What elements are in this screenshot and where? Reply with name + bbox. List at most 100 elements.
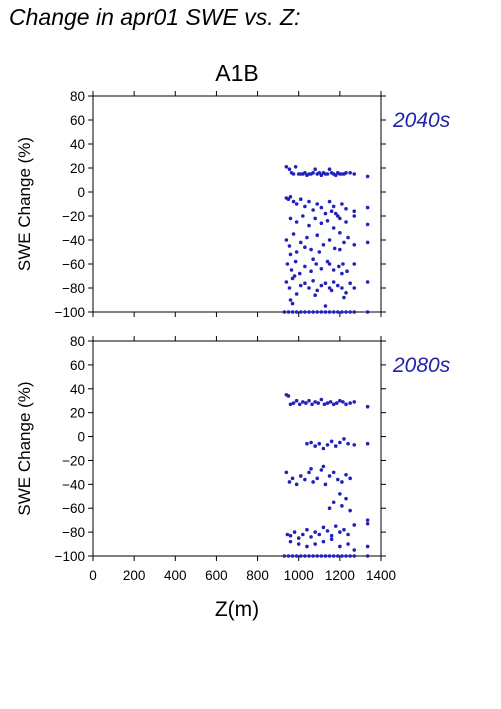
data-point bbox=[294, 482, 299, 487]
y-axis-label: SWE Change (%) bbox=[15, 381, 34, 515]
data-point bbox=[288, 216, 293, 221]
data-point bbox=[286, 394, 291, 398]
data-point bbox=[307, 554, 311, 558]
data-point bbox=[340, 504, 344, 508]
data-point bbox=[331, 500, 336, 505]
data-point bbox=[321, 464, 326, 469]
data-point bbox=[329, 209, 334, 213]
y-tick-label: −100 bbox=[55, 305, 85, 320]
data-point bbox=[348, 554, 352, 558]
data-point bbox=[334, 401, 339, 405]
data-point bbox=[327, 506, 332, 511]
data-point bbox=[340, 554, 344, 558]
data-point bbox=[284, 280, 289, 284]
data-point bbox=[285, 532, 290, 537]
data-point bbox=[327, 474, 332, 478]
data-point bbox=[365, 441, 370, 446]
data-point bbox=[365, 240, 370, 245]
data-point bbox=[311, 257, 315, 262]
y-tick-label: 20 bbox=[70, 161, 85, 176]
data-point bbox=[307, 470, 311, 475]
data-point bbox=[309, 269, 313, 274]
data-point bbox=[333, 524, 338, 528]
y-tick-label: 60 bbox=[70, 113, 85, 128]
data-point bbox=[323, 211, 328, 216]
data-point bbox=[331, 280, 336, 284]
data-point bbox=[317, 250, 322, 254]
data-point bbox=[336, 283, 340, 288]
data-point bbox=[313, 530, 317, 534]
data-point bbox=[282, 310, 287, 314]
data-point bbox=[365, 554, 370, 558]
data-point bbox=[329, 537, 334, 542]
data-point bbox=[287, 167, 292, 171]
panel-2040s: −100 −80 −60 −40 −20 0 20 40 60 80 SWE Change (%) A… bbox=[15, 60, 451, 320]
data-point bbox=[325, 172, 330, 176]
data-point bbox=[327, 286, 332, 290]
data-point bbox=[303, 554, 307, 558]
data-point bbox=[294, 220, 299, 224]
data-point bbox=[348, 281, 352, 286]
data-point bbox=[293, 259, 298, 264]
plot-frame bbox=[92, 95, 382, 313]
data-point bbox=[303, 204, 307, 209]
data-point bbox=[328, 400, 333, 404]
data-point bbox=[305, 527, 309, 532]
data-point bbox=[340, 310, 344, 314]
data-point bbox=[303, 171, 307, 175]
data-point bbox=[338, 530, 342, 534]
data-point bbox=[319, 221, 324, 225]
chart-title: A1B bbox=[215, 60, 258, 86]
data-point bbox=[291, 172, 296, 176]
data-point bbox=[336, 214, 340, 218]
data-point bbox=[288, 533, 293, 538]
data-point bbox=[294, 310, 299, 314]
data-point bbox=[338, 247, 342, 252]
data-point bbox=[305, 544, 309, 549]
data-point bbox=[315, 202, 320, 206]
data-point bbox=[345, 269, 349, 274]
data-point bbox=[298, 197, 303, 201]
data-point bbox=[309, 535, 313, 539]
data-point bbox=[325, 259, 330, 264]
data-point bbox=[352, 548, 357, 552]
data-point bbox=[338, 440, 342, 445]
data-point bbox=[317, 532, 322, 537]
data-point bbox=[282, 554, 287, 558]
data-point bbox=[301, 400, 305, 404]
data-point bbox=[365, 404, 370, 409]
data-point bbox=[311, 171, 315, 175]
data-point bbox=[290, 301, 295, 306]
y-tick-label: 60 bbox=[70, 358, 85, 373]
data-point bbox=[352, 209, 357, 213]
data-point bbox=[342, 240, 346, 245]
data-point bbox=[323, 310, 328, 314]
data-point bbox=[294, 554, 299, 558]
data-point bbox=[287, 480, 292, 484]
data-point bbox=[325, 401, 330, 405]
data-point bbox=[319, 205, 324, 210]
x-tick-label: 400 bbox=[164, 568, 187, 583]
y-tick-label: 80 bbox=[70, 334, 85, 349]
data-point bbox=[352, 523, 357, 527]
data-point bbox=[322, 402, 327, 407]
data-point bbox=[297, 271, 302, 276]
data-point bbox=[344, 554, 348, 558]
data-point bbox=[313, 216, 317, 221]
data-point bbox=[307, 286, 311, 290]
data-point bbox=[365, 222, 370, 227]
data-point bbox=[310, 402, 314, 407]
data-point bbox=[316, 401, 321, 405]
data-point bbox=[342, 437, 346, 441]
data-point bbox=[294, 202, 299, 206]
data-point bbox=[319, 468, 324, 472]
data-point bbox=[323, 554, 328, 558]
data-point bbox=[303, 245, 307, 249]
data-point bbox=[298, 240, 303, 245]
data-point bbox=[331, 402, 336, 407]
y-tick-label: −20 bbox=[62, 453, 85, 468]
data-point bbox=[307, 199, 311, 204]
data-point bbox=[352, 286, 357, 290]
